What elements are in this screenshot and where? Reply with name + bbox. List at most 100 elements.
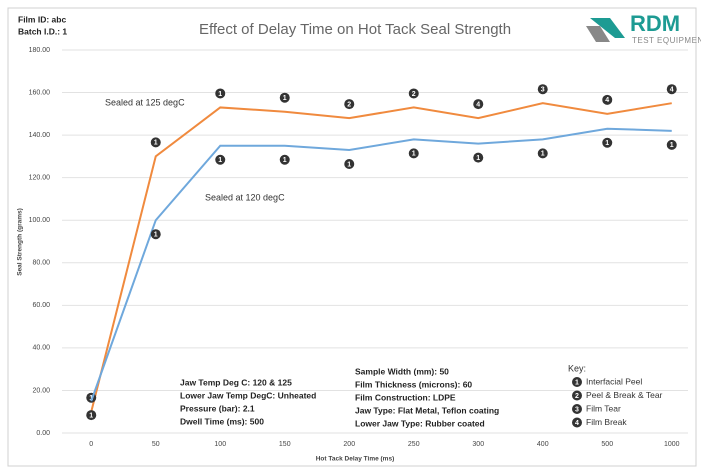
info-line: Jaw Type: Flat Metal, Teflon coating [355,405,499,415]
marker-code: 4 [605,97,609,104]
y-tick-label: 80.00 [32,260,50,267]
series-line [90,102,672,412]
failure-mode-marker: 2 [344,99,355,110]
y-tick-label: 140.00 [29,132,51,139]
marker-circle [344,99,355,110]
series-label: Sealed at 125 degC [105,97,185,107]
marker-circle [537,148,548,159]
failure-mode-marker: 1 [408,148,419,159]
logo-mark [586,26,610,42]
x-tick-label: 100 [214,441,226,448]
chart-title: Effect of Delay Time on Hot Tack Seal St… [199,21,511,38]
x-tick-label: 500 [601,441,613,448]
info-line: Jaw Temp Deg C: 120 & 125 [180,377,292,387]
y-tick-label: 100.00 [29,217,51,224]
failure-mode-marker: 1 [473,152,484,163]
logo-name: RDM [630,11,680,36]
failure-mode-marker: 4 [572,417,582,428]
series-label: Sealed at 120 degC [205,192,285,202]
marker-circle [666,84,677,95]
marker-code: 2 [412,91,416,98]
failure-mode-marker: 1 [86,410,97,421]
y-tick-label: 180.00 [29,47,51,54]
key-label: Film Tear [586,403,621,413]
x-tick-label: 1000 [664,441,680,448]
failure-mode-marker: 4 [473,99,484,110]
marker-code: 1 [347,161,351,168]
marker-code: 2 [575,393,579,400]
key-label: Film Break [586,417,627,427]
marker-circle [150,229,161,240]
marker-code: 1 [283,95,287,102]
failure-mode-marker: 1 [215,88,226,99]
marker-circle [602,94,613,105]
x-tick-label: 150 [279,441,291,448]
failure-mode-marker: 1 [537,148,548,159]
y-tick-label: 160.00 [29,89,51,96]
header-line: Film ID: abc [18,14,66,24]
marker-code: 1 [283,157,287,164]
key-label: Interfacial Peel [586,376,642,386]
marker-circle [279,154,290,165]
marker-code: 2 [347,101,351,108]
marker-circle [572,377,582,387]
marker-circle [537,84,548,95]
logo-mark [590,18,625,38]
info-line: Film Thickness (microns): 60 [355,379,472,389]
failure-mode-marker: 1 [602,137,613,148]
failure-mode-marker: 1 [215,154,226,165]
marker-circle [572,404,582,414]
y-tick-label: 40.00 [32,345,50,352]
failure-mode-marker: 1 [572,377,582,387]
marker-circle [602,137,613,148]
failure-mode-marker: 1 [279,92,290,103]
failure-mode-marker: 2 [572,390,582,401]
marker-circle [473,99,484,110]
x-tick-label: 300 [472,441,484,448]
y-tick-label: 60.00 [32,302,50,309]
info-line: Film Construction: LDPE [355,392,456,402]
marker-circle [572,390,582,401]
marker-code: 1 [541,151,545,158]
info-line: Pressure (bar): 2.1 [180,403,255,413]
header-line: Batch I.D.: 1 [18,26,67,36]
failure-mode-marker: 4 [666,84,677,95]
info-line: Dwell Time (ms): 500 [180,416,264,426]
failure-mode-marker: 3 [572,404,582,414]
x-tick-label: 0 [89,441,93,448]
failure-mode-marker: 1 [344,159,355,170]
info-line: Lower Jaw Type: Rubber coated [355,418,485,428]
marker-circle [408,88,419,99]
marker-circle [666,139,677,150]
info-line: Sample Width (mm): 50 [355,366,449,376]
marker-code: 1 [218,157,222,164]
logo-subtitle: TEST EQUIPMENT [632,36,701,45]
marker-circle [215,88,226,99]
marker-code: 4 [575,420,579,427]
failure-mode-marker: 2 [408,88,419,99]
marker-code: 1 [575,379,579,386]
marker-code: 1 [670,142,674,149]
failure-mode-marker: 1 [666,139,677,150]
failure-mode-marker: 4 [602,94,613,105]
chart-frame [7,7,697,467]
x-axis-label: Hot Tack Delay Time (ms) [316,456,395,463]
marker-code: 4 [670,87,674,94]
marker-code: 1 [154,232,158,239]
info-line: Lower Jaw Temp DegC: Unheated [180,390,316,400]
marker-code: 1 [89,412,93,419]
y-tick-label: 20.00 [32,387,50,394]
failure-mode-marker: 1 [150,137,161,148]
marker-code: 1 [154,140,158,147]
key-label: Peel & Break & Tear [586,390,663,400]
marker-code: 1 [476,155,480,162]
x-tick-label: 250 [408,441,420,448]
marker-circle [279,92,290,103]
marker-code: 1 [218,91,222,98]
x-tick-label: 50 [152,441,160,448]
marker-circle [473,152,484,163]
failure-mode-marker: 1 [150,229,161,240]
series-line [90,127,672,402]
marker-circle [86,410,97,421]
y-axis-label: Seal Strength (grams) [17,208,24,276]
